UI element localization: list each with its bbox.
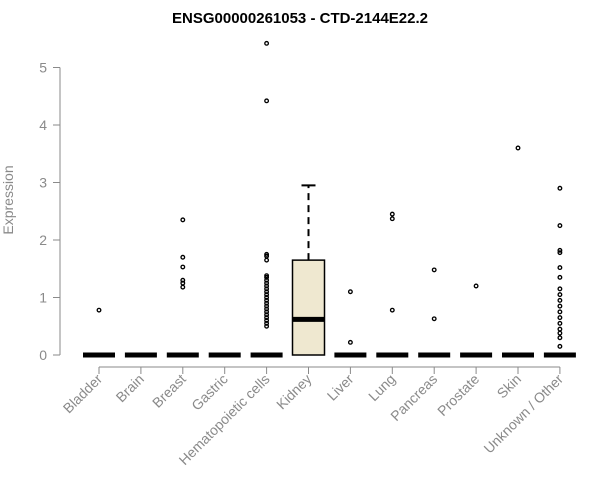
outlier-point <box>557 247 563 253</box>
box-group-2 <box>166 217 199 358</box>
y-tick-label-0: 0 <box>39 347 47 363</box>
y-tick-label-4: 4 <box>39 117 47 133</box>
x-tick-label-10: Skin <box>494 371 525 402</box>
box-group-9 <box>460 283 493 358</box>
y-tick-label-3: 3 <box>39 175 47 191</box>
outlier-point <box>180 217 186 223</box>
outlier-point <box>264 280 270 286</box>
x-tick-label-0: Bladder <box>60 371 106 417</box>
y-tick-label-1: 1 <box>39 290 47 306</box>
outlier-point <box>431 316 437 322</box>
box-group-0 <box>83 307 115 358</box>
outlier-point <box>557 265 563 271</box>
outlier-point <box>557 330 563 336</box>
plot-area <box>83 40 576 358</box>
outlier-point <box>264 277 270 283</box>
outlier-point <box>347 289 353 295</box>
outlier-point <box>557 326 563 332</box>
outlier-point <box>557 309 563 315</box>
x-tick-label-11: Unknown / Other <box>480 371 566 457</box>
x-tick-label-6: Liver <box>324 371 357 404</box>
outlier-point <box>180 277 186 283</box>
outlier-point <box>264 306 270 312</box>
outlier-point <box>557 292 563 298</box>
box-group-7 <box>376 211 409 358</box>
outlier-point <box>473 283 479 289</box>
outlier-point <box>180 254 186 260</box>
box-group-8 <box>418 267 451 358</box>
x-tick-label-2: Breast <box>149 371 189 411</box>
outlier-point <box>557 185 563 191</box>
outlier-point <box>264 320 270 326</box>
outlier-point <box>180 284 186 290</box>
outlier-point <box>264 289 270 295</box>
outlier-point <box>515 145 521 151</box>
outlier-point <box>264 274 270 280</box>
outlier-point <box>557 250 563 256</box>
outlier-point <box>389 307 395 313</box>
outlier-point <box>264 323 270 329</box>
outlier-point <box>389 211 395 217</box>
outlier-point <box>264 303 270 309</box>
y-axis: 0 1 2 3 4 5 <box>39 60 61 363</box>
outlier-point <box>557 286 563 292</box>
x-tick-label-1: Brain <box>113 371 147 405</box>
outlier-point <box>264 300 270 306</box>
y-tick-label-2: 2 <box>39 232 47 248</box>
box-group-10 <box>502 145 534 358</box>
x-tick-label-8: Pancreas <box>387 371 440 424</box>
outlier-point <box>96 307 102 313</box>
x-tick-label-9: Prostate <box>434 371 482 419</box>
outlier-point <box>264 286 270 292</box>
box-iqr <box>291 259 326 356</box>
outlier-point <box>557 343 563 349</box>
outlier-point <box>180 264 186 270</box>
outlier-point <box>264 257 270 263</box>
outlier-point <box>264 273 270 279</box>
outlier-point <box>264 292 270 298</box>
outlier-point <box>557 297 563 303</box>
outlier-point <box>264 309 270 315</box>
outlier-point <box>264 318 270 323</box>
outlier-point <box>264 98 270 104</box>
outlier-point <box>264 40 270 46</box>
outlier-point <box>389 216 395 222</box>
outlier-point <box>264 312 270 318</box>
y-tick-label-5: 5 <box>39 60 47 76</box>
chart-title: ENSG00000261053 - CTD-2144E22.2 <box>172 10 428 27</box>
outlier-point <box>264 297 270 303</box>
outlier-point <box>557 320 563 326</box>
outlier-point <box>431 267 437 273</box>
outlier-point <box>557 274 563 280</box>
outlier-point <box>347 339 353 345</box>
outlier-point <box>264 295 270 300</box>
x-tick-label-7: Lung <box>365 371 398 404</box>
box-group-11 <box>543 185 576 358</box>
outlier-point <box>557 315 563 321</box>
outlier-point <box>264 283 270 289</box>
outlier-point <box>557 335 563 341</box>
box-group-6 <box>334 289 367 358</box>
outlier-point <box>180 280 186 286</box>
outlier-point <box>264 251 270 257</box>
box-group-4 <box>250 40 283 358</box>
outlier-point <box>557 223 563 229</box>
box-group-5 <box>291 184 326 356</box>
y-axis-label: Expression <box>0 165 16 234</box>
x-tick-label-5: Kidney <box>273 371 315 413</box>
outlier-point <box>264 315 270 321</box>
outlier-point <box>557 303 563 309</box>
